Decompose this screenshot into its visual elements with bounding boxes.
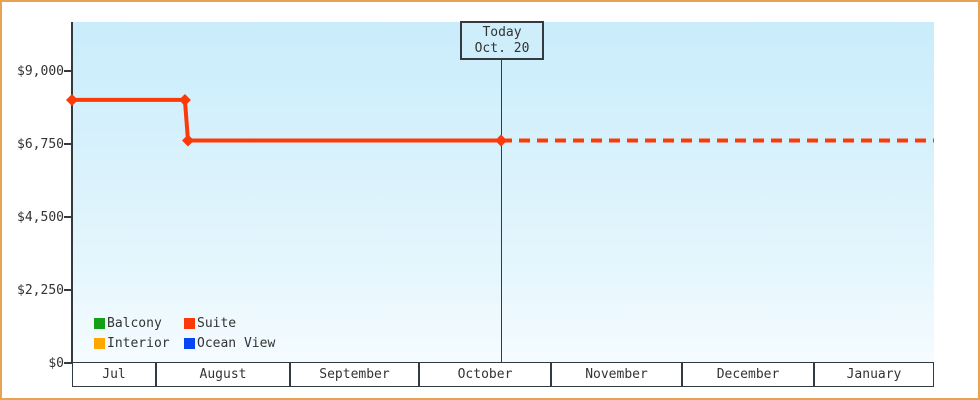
month-cell: December	[682, 362, 814, 387]
ocean-view-swatch	[184, 337, 195, 349]
y-tick-label: $2,250	[17, 282, 64, 298]
y-tick-label: $4,500	[17, 209, 64, 225]
month-cell: Jul	[72, 362, 157, 387]
legend-item-balcony: Balcony	[94, 313, 184, 333]
ocean-view-label: Ocean View	[197, 335, 276, 351]
month-label: November	[585, 367, 648, 382]
month-label: January	[846, 367, 902, 382]
month-cell: September	[289, 362, 420, 387]
month-label: December	[716, 367, 780, 382]
plot-area	[72, 22, 934, 363]
legend-item-interior: Interior	[94, 333, 184, 353]
suite-label: Suite	[197, 315, 237, 331]
month-label: September	[319, 367, 390, 382]
y-tick-mark	[64, 215, 72, 218]
month-cell: January	[814, 362, 934, 387]
y-tick-mark	[64, 362, 72, 364]
y-tick-mark	[64, 288, 72, 291]
month-label: October	[457, 367, 513, 382]
today-label-line2: Oct. 20	[474, 40, 530, 56]
interior-swatch	[94, 337, 105, 349]
y-tick-mark	[64, 69, 72, 72]
y-axis	[71, 22, 73, 364]
balcony-label: Balcony	[107, 315, 162, 331]
legend-item-ocean-view: Ocean View	[184, 333, 275, 353]
legend-item-suite: Suite	[184, 313, 275, 333]
interior-label: Interior	[107, 335, 170, 351]
month-cell: August	[156, 362, 290, 387]
y-tick-mark	[64, 142, 72, 145]
month-cell: October	[419, 362, 551, 387]
month-label: August	[199, 367, 247, 382]
month-label: Jul	[102, 367, 126, 382]
month-cell: November	[551, 362, 683, 387]
y-tick-label: $0	[48, 356, 64, 371]
today-annotation: Today Oct. 20	[460, 21, 545, 60]
balcony-swatch	[94, 317, 105, 329]
suite-swatch	[184, 317, 195, 329]
y-tick-label: $9,000	[17, 63, 64, 79]
y-tick-label: $6,750	[17, 136, 64, 152]
legend: Balcony Suite Interior Ocean View	[94, 313, 275, 353]
today-line	[500, 60, 502, 362]
today-label-line1: Today	[482, 24, 522, 40]
